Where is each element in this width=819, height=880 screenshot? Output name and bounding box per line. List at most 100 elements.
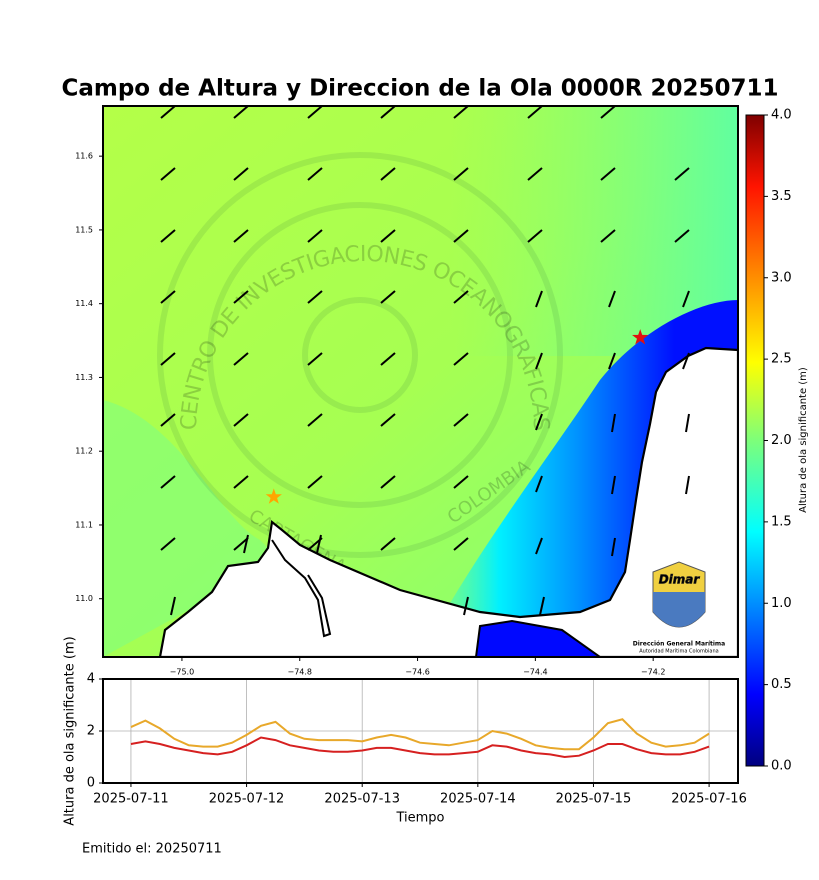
series-line: [130, 736, 710, 759]
y-tick-label: 11.1: [75, 520, 93, 529]
arrow: [527, 229, 543, 243]
arrow: [463, 596, 469, 616]
arrow: [233, 537, 249, 551]
arrow: [535, 475, 543, 493]
x-tick-label: 2025-07-11: [93, 792, 169, 807]
arrow: [307, 352, 323, 366]
arrow: [611, 475, 616, 495]
logo-name: Dirección General Marítima: [633, 641, 725, 648]
arrow: [160, 352, 176, 366]
y-tick-label: 11.0: [75, 594, 93, 603]
arrow: [453, 352, 469, 366]
y-tick-label: 11.5: [75, 225, 93, 234]
arrow: [233, 290, 249, 304]
y-tick-label: 11.6: [75, 152, 93, 161]
arrow: [674, 167, 690, 181]
arrow: [535, 290, 543, 308]
arrow: [316, 534, 322, 554]
arrow: [453, 290, 469, 304]
arrow: [453, 475, 469, 489]
arrow: [160, 229, 176, 243]
arrow: [380, 413, 396, 427]
arrow: [233, 413, 249, 427]
arrow: [453, 105, 469, 119]
arrow: [685, 413, 690, 433]
map-field: CENTRO DE INVESTIGACIONES OCEANOGRAFICAS…: [103, 106, 738, 657]
arrow: [682, 290, 690, 308]
logo: Dimar Dirección General Marítima Autorid…: [633, 561, 725, 655]
arrow: [307, 413, 323, 427]
y-tick-label: 4: [87, 672, 95, 687]
arrow: [160, 537, 176, 551]
arrow: [611, 537, 616, 557]
colorbar-label: Altura de ola significante (m): [798, 367, 809, 513]
arrow: [600, 229, 616, 243]
arrow: [527, 105, 543, 119]
x-tick-label: 2025-07-12: [209, 792, 285, 807]
arrow: [600, 167, 616, 181]
arrow: [535, 537, 543, 555]
arrow: [608, 352, 616, 370]
arrow: [307, 229, 323, 243]
colorbar-tick-label: 0.0: [771, 759, 792, 774]
colorbar-tick-label: 3.5: [771, 189, 792, 204]
arrow: [307, 475, 323, 489]
x-tick-label: −75.0: [170, 668, 195, 677]
arrow: [380, 352, 396, 366]
colorbar-tick-label: 0.5: [771, 677, 792, 692]
arrow: [453, 229, 469, 243]
footer: Emitido el: 20250711: [82, 842, 222, 857]
arrow: [160, 105, 176, 119]
arrow: [611, 413, 616, 433]
arrow: [527, 167, 543, 181]
arrow: [539, 596, 545, 616]
x-tick-label: 2025-07-14: [440, 792, 516, 807]
arrow: [380, 537, 396, 551]
arrow: [233, 167, 249, 181]
colorbar-tick-label: 3.0: [771, 270, 792, 285]
arrow: [160, 167, 176, 181]
arrow: [160, 475, 176, 489]
y-tick-label: 0: [87, 776, 95, 791]
colorbar-tick-label: 1.5: [771, 514, 792, 529]
arrow: [535, 352, 543, 370]
arrow: [380, 229, 396, 243]
x-tick-label: 2025-07-15: [556, 792, 632, 807]
arrow: [233, 105, 249, 119]
plot-frame: [102, 678, 739, 784]
arrow: [453, 167, 469, 181]
map-frame: [102, 105, 739, 658]
arrow: [233, 475, 249, 489]
y-tick-label: 11.2: [75, 447, 93, 456]
x-tick-label: −74.6: [405, 668, 430, 677]
arrow: [380, 290, 396, 304]
arrow: [160, 290, 176, 304]
series-line: [130, 718, 710, 751]
arrow: [380, 105, 396, 119]
x-tick-label: −74.4: [523, 668, 548, 677]
arrow: [307, 105, 323, 119]
arrow: [233, 229, 249, 243]
logo-wordmark: Dimar: [659, 573, 701, 587]
arrow: [535, 413, 543, 431]
x-tick-label: 2025-07-16: [671, 792, 747, 807]
station-marker: [265, 488, 282, 504]
arrow: [170, 596, 176, 616]
arrow: [307, 290, 323, 304]
y-tick-label: 11.4: [75, 299, 93, 308]
arrow: [233, 352, 249, 366]
colorbar-tick-label: 4.0: [771, 108, 792, 123]
title: Campo de Altura y Direccion de la Ola 00…: [61, 76, 778, 102]
station-marker: [632, 329, 649, 345]
x-axis-label: Tiempo: [395, 811, 444, 826]
colorbar-tick-label: 2.5: [771, 352, 792, 367]
arrow: [380, 475, 396, 489]
arrow: [453, 537, 469, 551]
arrows: [160, 105, 690, 616]
arrow: [160, 413, 176, 427]
arrow: [600, 105, 616, 119]
colorbar-tick-label: 2.0: [771, 433, 792, 448]
arrow: [453, 413, 469, 427]
arrow: [608, 290, 616, 308]
